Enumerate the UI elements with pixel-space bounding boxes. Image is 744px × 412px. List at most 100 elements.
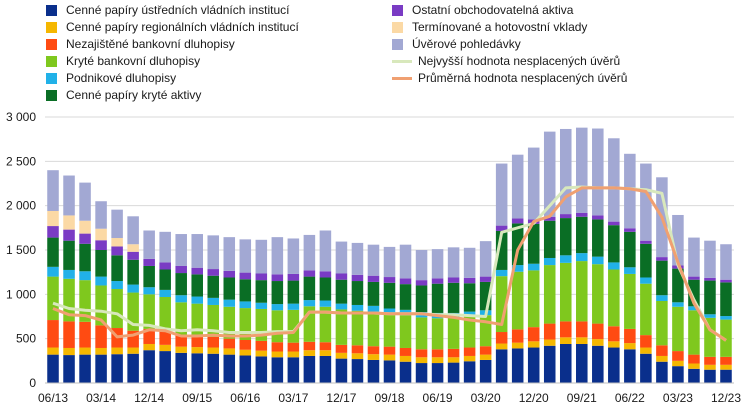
bar-segment: [47, 266, 59, 277]
bar-segment: [159, 331, 171, 345]
bar-segment: [367, 359, 380, 383]
bar-segment: [223, 338, 236, 349]
bar-segment: [559, 337, 572, 344]
bar-segment: [159, 344, 171, 352]
bar-segment: [239, 308, 252, 340]
bar-segment: [543, 131, 556, 217]
bar-segment: [63, 269, 75, 279]
bar-segment: [159, 262, 171, 270]
bar-segment: [159, 231, 171, 263]
bar-segment: [656, 355, 668, 362]
bar-segment: [143, 328, 155, 344]
bar-segment: [95, 285, 107, 326]
bar-segment: [624, 231, 636, 268]
bar-segment: [399, 315, 412, 348]
bar-segment: [720, 316, 732, 320]
bar-segment: [367, 354, 380, 360]
bar-segment: [511, 329, 524, 343]
bar-segment: [239, 339, 252, 350]
bar-segment: [351, 353, 364, 360]
bar-segment: [79, 321, 91, 348]
bar-segment: [367, 305, 380, 312]
bar-segment: [47, 347, 59, 355]
x-tick-label: 03/20: [471, 391, 501, 405]
bar-segment: [672, 306, 684, 352]
bar-segment: [399, 355, 412, 362]
bar-segment: [479, 276, 492, 282]
legend-column-left: Cenné papíry ústředních vládních institu…: [46, 2, 299, 104]
x-tick-label: 03/23: [663, 391, 693, 405]
bar-segment: [271, 281, 284, 305]
bar-segment: [175, 335, 187, 347]
bar-segment: [287, 342, 300, 352]
bar-segment: [79, 271, 91, 281]
bar-segment: [592, 339, 604, 346]
bar-segment: [672, 366, 684, 383]
bar-segment: [688, 306, 700, 311]
bar-segment: [463, 277, 476, 284]
bar-segment: [672, 268, 684, 303]
bar-segment: [527, 341, 540, 348]
bar-segment: [559, 343, 572, 383]
bar-segment: [303, 234, 316, 271]
bar-segment: [511, 271, 524, 330]
legend-swatch: [46, 90, 57, 101]
bar-segment: [95, 250, 107, 277]
bar-segment: [576, 261, 588, 322]
bar-segment: [287, 357, 300, 383]
legend-item: Ostatní obchodovatelná aktiva: [392, 2, 627, 19]
bar-segment: [335, 279, 348, 304]
bar-segment: [143, 258, 155, 266]
bar-segment: [287, 238, 300, 274]
bar-segment: [319, 271, 332, 278]
bar-segment: [704, 277, 716, 281]
bar-segment: [367, 281, 380, 306]
y-tick-label: 0: [29, 376, 36, 390]
bar-segment: [463, 361, 476, 383]
bar-segment: [191, 267, 203, 275]
bar-segment: [495, 349, 508, 383]
bar-segment: [175, 302, 187, 336]
bar-segment: [303, 306, 316, 342]
bar-segment: [207, 347, 220, 354]
bar-segment: [608, 347, 620, 383]
bar-segment: [656, 257, 668, 261]
legend-label: Ostatní obchodovatelná aktiva: [412, 3, 574, 17]
bar-segment: [431, 249, 444, 279]
bar-segment: [608, 221, 620, 226]
bar-segment: [447, 348, 460, 358]
bar-segment: [559, 262, 572, 322]
bar-segment: [95, 347, 107, 355]
bar-segment: [95, 325, 107, 348]
bar-segment: [95, 354, 107, 383]
bar-segment: [47, 237, 59, 267]
bar-segment: [351, 304, 364, 311]
bar-segment: [624, 153, 636, 229]
bar-segment: [47, 210, 59, 227]
bar-segment: [415, 349, 428, 358]
bar-segment: [239, 279, 252, 302]
bar-segment: [335, 358, 348, 383]
bar-segment: [592, 256, 604, 265]
bar-segment: [431, 278, 444, 284]
bar-segment: [592, 323, 604, 340]
bar-segment: [127, 216, 139, 245]
bar-segment: [143, 294, 155, 329]
bar-segment: [271, 342, 284, 352]
bar-segment: [239, 349, 252, 356]
bar-segment: [223, 306, 236, 339]
bar-segment: [640, 277, 652, 284]
bar-segment: [640, 347, 652, 354]
bar-segment: [191, 353, 203, 383]
bar-segment: [255, 356, 268, 383]
bar-segment: [495, 269, 508, 277]
bar-segment: [255, 340, 268, 351]
bar-segment: [191, 274, 203, 297]
bar-segment: [608, 341, 620, 348]
bar-segment: [335, 352, 348, 359]
x-tick-label: 12/14: [134, 391, 164, 405]
bar-segment: [511, 223, 524, 266]
bar-segment: [543, 257, 556, 266]
bar-segment: [127, 347, 139, 354]
